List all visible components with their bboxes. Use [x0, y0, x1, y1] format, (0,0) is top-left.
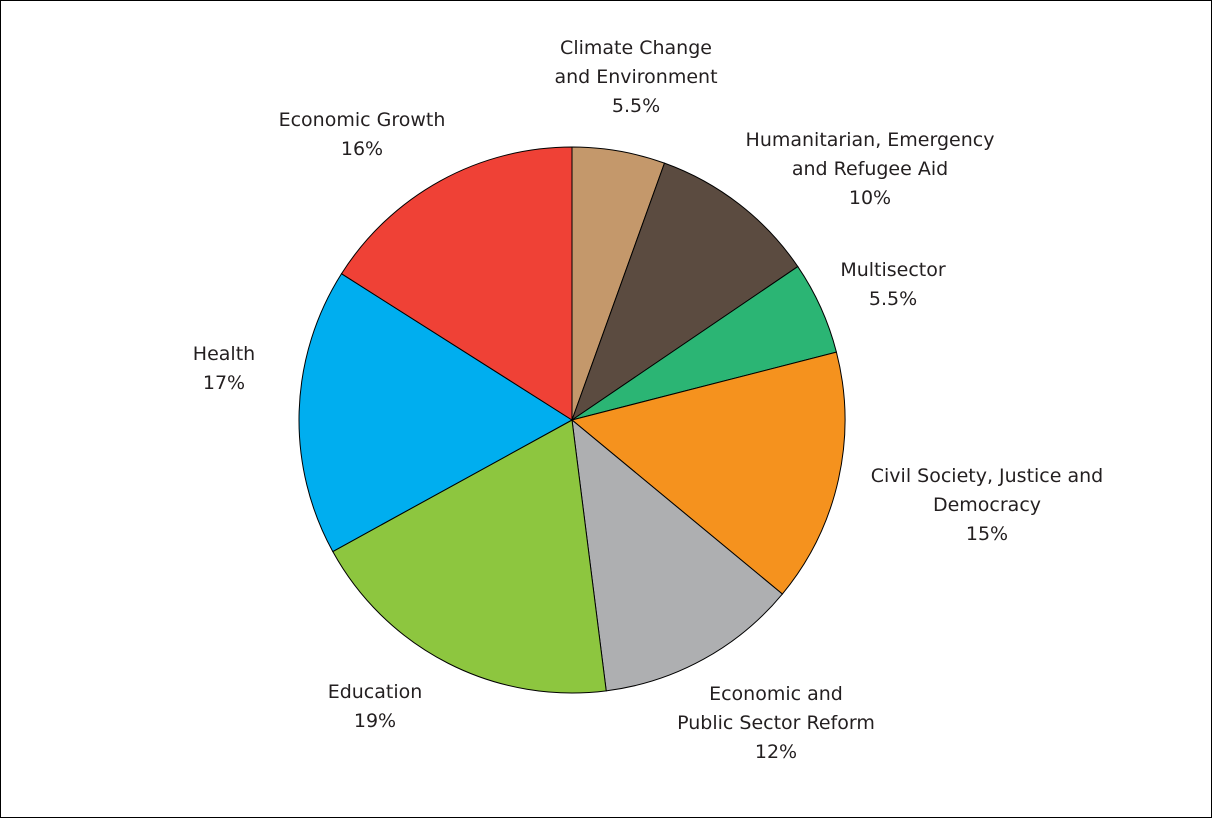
slice-name-line: Health — [193, 343, 255, 365]
slice-name-line: and Environment — [554, 66, 717, 88]
slice-name-line: Economic Growth — [279, 109, 446, 131]
slice-value-label: 19% — [354, 710, 396, 732]
slice-label: Multisector 5.5% — [840, 259, 946, 310]
slice-label: Civil Society, Justice and Democracy 15% — [871, 465, 1103, 545]
pie-slice — [571, 418, 784, 692]
pie-slice — [340, 146, 573, 421]
slice-label: Economic and Public Sector Reform 12% — [677, 683, 875, 763]
slice-value-label: 10% — [849, 187, 891, 209]
slice-name-line: Multisector — [840, 259, 946, 281]
slice-value-label: 12% — [755, 741, 797, 763]
slice-value-label: 16% — [341, 138, 383, 160]
slice-name-line: Civil Society, Justice and — [871, 465, 1103, 487]
slice-name-line: Education — [328, 681, 423, 703]
slice-value-label: 15% — [966, 523, 1008, 545]
slice-value-label: 5.5% — [612, 95, 660, 117]
slice-name-line: Humanitarian, Emergency — [746, 129, 995, 151]
slice-name-line: Public Sector Reform — [677, 712, 875, 734]
slice-name-line: Economic and — [709, 683, 843, 705]
slice-value-label: 17% — [203, 372, 245, 394]
slice-labels: Climate Change and Environment 5.5% Humanit… — [193, 37, 1103, 763]
slice-label: Humanitarian, Emergency and Refugee Aid 10… — [746, 129, 995, 209]
slice-name-line: Democracy — [933, 494, 1041, 516]
slice-name-line: Climate Change — [560, 37, 712, 59]
slice-label: Health 17% — [193, 343, 255, 394]
slice-label: Education 19% — [328, 681, 423, 732]
pie-slice — [571, 162, 799, 422]
pie-slice — [332, 419, 607, 694]
slice-value-label: 5.5% — [869, 288, 917, 310]
pie-slices — [298, 146, 846, 694]
slice-label: Economic Growth 16% — [279, 109, 446, 160]
slice-name-line: and Refugee Aid — [792, 158, 948, 180]
pie-slice — [298, 273, 573, 553]
slice-label: Climate Change and Environment 5.5% — [554, 37, 717, 117]
pie-slice — [570, 351, 846, 595]
